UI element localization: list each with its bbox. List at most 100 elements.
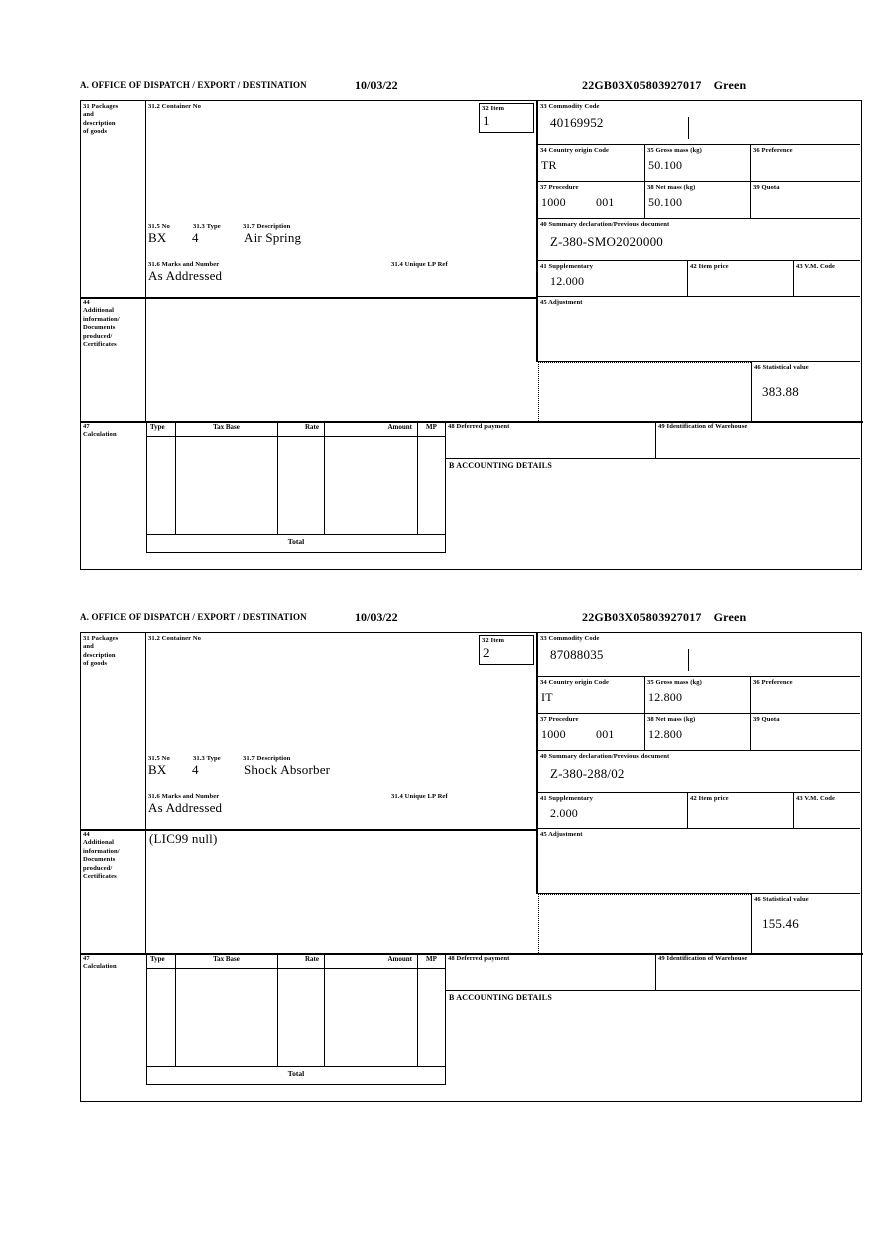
calc-cell-rate[interactable] [278,437,325,535]
box-44-label-2-l6: Certificates [83,873,117,881]
box-31-goods-area: 31.2 Container No 31.5 No 31.3 Type 31.7… [146,101,536,297]
box-39-label: 39 Quota [753,183,780,191]
calc-taxbase-label-2: Tax Base [213,955,240,963]
divider-above-box47 [81,421,863,423]
box-31-7-label: 31.7 Description [243,222,291,230]
box-47-label-col-2: 47 Calculation [81,953,146,1103]
divider-right-col-2 [536,633,538,829]
box-31-goods-area-2: 31.2 Container No 31.5 No 31.3 Type 31.7… [146,633,536,829]
item-price-value [688,271,793,275]
procedure-extra-value-2: 001 [596,727,615,741]
block-header-1: A. OFFICE OF DISPATCH / EXPORT / DESTINA… [80,78,862,100]
block-header-2: A. OFFICE OF DISPATCH / EXPORT / DESTINA… [80,610,862,632]
deferred-payment-value [446,431,655,435]
box-42-item-price-2: 42 Item price [688,793,794,829]
calc-mp-label-2: MP [426,955,437,963]
quota-value [751,192,860,196]
calc-amount-label: Amount [387,423,412,431]
box-38-label: 38 Net mass (kg) [647,183,696,191]
office-of-dispatch-label-2: A. OFFICE OF DISPATCH / EXPORT / DESTINA… [80,612,307,622]
goods-description-value-2: Shock Absorber [244,762,331,777]
calc-cell-type-2[interactable] [146,969,176,1067]
box-44-content [146,297,536,421]
calc-cell-amount[interactable] [325,437,418,535]
commodity-code-value: 40169952 [550,115,604,131]
calc-header-mp: MP [418,421,446,437]
calc-type-label: Type [150,423,165,431]
box-41-supplementary: 41 Supplementary 12.000 [538,261,688,297]
box-40-previous-document: 40 Summary declaration/Previous document… [538,219,860,261]
box-38-net-mass: 38 Net mass (kg) 50.100 [645,182,751,219]
country-origin-value-2: IT [541,690,553,705]
box-31-label-l2: and [83,111,94,119]
item-number-value: 1 [483,112,490,128]
box-32-item: 32 Item 1 [479,103,534,133]
box-31-label-2-l3: description [83,651,116,659]
calc-type-label-2: Type [150,955,165,963]
calc-cell-amount-2[interactable] [325,969,418,1067]
calc-cell-mp[interactable] [418,437,446,535]
calc-rate-label-2: Rate [305,955,319,963]
box-46-label: 46 Statistical value [754,363,809,371]
lane-value-2: Green [713,610,747,624]
statistical-value-2: 155.46 [762,916,799,932]
box-37-label: 37 Procedure [540,183,579,191]
box-31-label-2: 31 Packages [83,634,119,642]
calc-cell-rate-2[interactable] [278,969,325,1067]
calc-cell-taxbase-2[interactable] [176,969,278,1067]
adjustment-value [538,307,860,311]
box-44-label-l4: Documents [83,324,116,332]
box-32-item-2: 32 Item 2 [479,635,534,665]
box-31-5-label-2: 31.5 No [148,754,170,762]
lane-value: Green [713,78,747,92]
calc-total-row-2: Total [146,1067,446,1085]
box-35-gross-mass: 35 Gross mass (kg) 50.100 [645,145,751,182]
commodity-code-value-2: 87088035 [550,647,604,663]
box-40-label: 40 Summary declaration/Previous document [540,220,670,228]
mrn-value: 22GB03X05803927017 [582,78,702,92]
calc-header-mp-2: MP [418,953,446,969]
box-33-label: 33 Commodity Code [540,102,600,110]
declaration-date-2: 10/03/22 [355,610,398,624]
calc-cell-type[interactable] [146,437,176,535]
box-33-commodity-code: 33 Commodity Code 40169952 [538,101,860,145]
box-31-label-2-l2: and [83,643,94,651]
box-43-label: 43 V.M. Code [796,262,836,270]
box-40-label-2: 40 Summary declaration/Previous document [540,752,670,760]
packages-type-value: 4 [192,230,199,245]
box-44-label: 44 [83,298,90,306]
box-41-label-2: 41 Supplementary [540,794,594,802]
box-36-preference: 36 Preference [751,145,860,182]
box-31-label: 31 Packages [83,102,119,110]
calc-total-label: Total [287,537,305,546]
calc-header-type-2: Type [146,953,176,969]
box-31-label-l4: of goods [83,128,108,136]
warehouse-id-value [656,431,860,435]
box-44-label-l5: produced/ [83,332,113,340]
supplementary-value: 12.000 [550,274,585,289]
calc-cell-mp-2[interactable] [418,969,446,1067]
calc-cell-taxbase[interactable] [176,437,278,535]
box-42-item-price: 42 Item price [688,261,794,297]
box-44-label-2-l4: Documents [83,856,116,864]
box-47-label-2-l2: Calculation [83,963,117,971]
box-39-quota-2: 39 Quota [751,714,860,751]
divider-44-45 [536,297,538,362]
box-34-country-origin-2: 34 Country origin Code IT [538,677,645,714]
box-47-label: 47 [83,422,90,430]
previous-document-value-2: Z-380-288/02 [550,766,625,782]
box-31-4-label-2: 31.4 Unique LP Ref [391,792,448,800]
box-41-supplementary-2: 41 Supplementary 2.000 [538,793,688,829]
box-37-procedure: 37 Procedure 1000 001 [538,182,645,219]
box-34-country-origin: 34 Country origin Code TR [538,145,645,182]
box-33-tick-divider-2 [688,649,690,671]
box-31-6-label-2: 31.6 Marks and Number [148,792,220,800]
vm-code-value-2 [794,803,860,807]
net-mass-value: 50.100 [648,195,683,210]
country-origin-value: TR [541,158,557,173]
mrn-header: 22GB03X05803927017 Green [582,78,746,93]
box-32-label: 32 Item [482,105,505,112]
box-32-label-2: 32 Item [482,637,505,644]
box-44-label-2-l2: Additional [83,839,115,847]
additional-information-value-2: (LIC99 null) [149,831,218,846]
